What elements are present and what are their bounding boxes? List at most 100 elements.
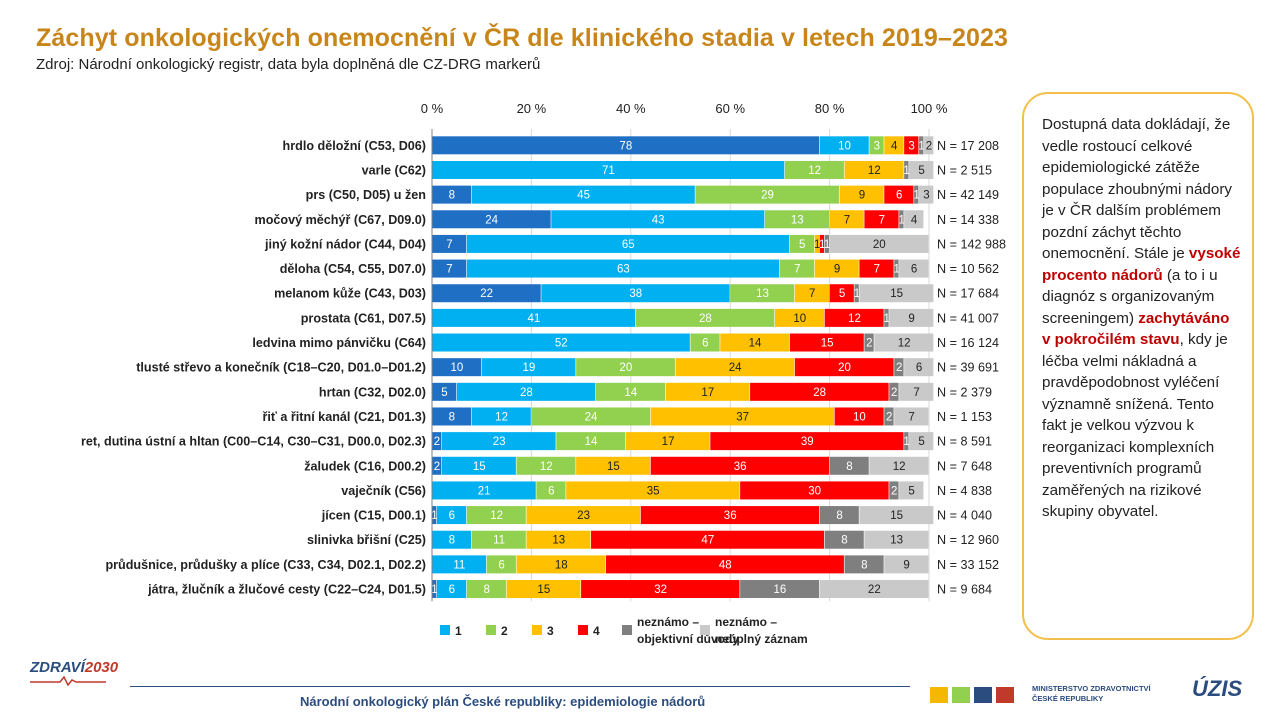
- bar-segment: [904, 136, 919, 155]
- info-box: Dostupná data dokládají, že vedle rostou…: [1022, 92, 1254, 640]
- bar-segment: [824, 234, 829, 253]
- bar-segment: [899, 382, 934, 401]
- bar-segment: [839, 185, 884, 204]
- bar-segment: [471, 407, 531, 426]
- data-label: 1: [898, 214, 904, 226]
- data-label: 1: [814, 239, 820, 251]
- bar-segment: [556, 432, 626, 451]
- bar-segment: [432, 407, 472, 426]
- data-label: 14: [624, 387, 637, 399]
- bar-segment: [516, 555, 606, 574]
- data-label: 4: [911, 214, 918, 226]
- data-label: 7: [908, 411, 914, 423]
- data-label: 10: [853, 411, 866, 423]
- bar-segment: [750, 382, 889, 401]
- data-label: 6: [916, 362, 922, 374]
- data-label: 6: [498, 559, 504, 571]
- data-label: 5: [839, 288, 845, 300]
- bar-segment: [596, 382, 665, 401]
- bar-segment: [432, 382, 457, 401]
- data-label: 41: [527, 313, 540, 325]
- bar-segment: [432, 580, 437, 599]
- data-label: 9: [908, 313, 914, 325]
- ministry-line-1: MINISTERSTVO ZDRAVOTNICTVÍ: [1032, 684, 1151, 693]
- bar-segment: [864, 210, 899, 229]
- category-label: řiť a řitní kanál (C21, D01.3): [262, 410, 426, 424]
- bar-segment: [904, 210, 924, 229]
- data-label: 28: [813, 387, 826, 399]
- bar-segment: [541, 284, 730, 303]
- bar-segment: [824, 308, 884, 327]
- bar-segment: [829, 284, 854, 303]
- bar-segment: [859, 506, 934, 525]
- bar-segment: [640, 506, 820, 525]
- data-label: 9: [834, 264, 840, 276]
- category-label: prs (C50, D05) u žen: [306, 188, 426, 202]
- bar-segment: [764, 210, 829, 229]
- data-label: 7: [446, 239, 452, 251]
- bar-segment: [432, 284, 541, 303]
- bar-segment: [884, 308, 889, 327]
- data-label: 1: [903, 436, 909, 448]
- bar-segment: [864, 530, 929, 549]
- data-label: 2: [434, 436, 440, 448]
- bar-segment: [869, 456, 929, 475]
- data-label: 1: [431, 510, 437, 522]
- bar-segment: [456, 382, 596, 401]
- bar-segment: [859, 259, 894, 278]
- data-label: 1: [431, 584, 437, 596]
- data-label: 2: [434, 461, 440, 473]
- data-label: 12: [490, 510, 503, 522]
- bar-segment: [899, 481, 924, 500]
- data-label: 17: [662, 436, 675, 448]
- bar-segment: [924, 136, 934, 155]
- bar-segment: [889, 308, 934, 327]
- bar-segment: [894, 407, 929, 426]
- heartbeat-icon: [30, 676, 106, 686]
- category-label: prostata (C61, D07.5): [301, 311, 426, 325]
- bar-segment: [779, 259, 815, 278]
- data-label: 30: [808, 485, 821, 497]
- data-label: 20: [873, 239, 886, 251]
- n-label: N = 9 684: [937, 583, 992, 597]
- bar-segment: [884, 407, 894, 426]
- data-label: 2: [926, 140, 932, 152]
- data-label: 5: [441, 387, 447, 399]
- category-label: hrtan (C32, D02.0): [319, 385, 426, 399]
- x-tick-label: 40 %: [616, 101, 646, 116]
- legend-label: neúplný záznam: [715, 632, 808, 646]
- data-label: 16: [774, 584, 787, 596]
- bar-segment: [884, 555, 929, 574]
- bar-segment: [854, 284, 859, 303]
- bar-segment: [432, 160, 785, 179]
- bar-segment: [506, 580, 581, 599]
- data-label: 19: [523, 362, 536, 374]
- n-label: N = 41 007: [937, 311, 999, 325]
- data-label: 8: [861, 559, 867, 571]
- category-label: varle (C62): [362, 163, 426, 177]
- data-label: 20: [838, 362, 851, 374]
- category-label: jícen (C15, D00.1): [321, 509, 426, 523]
- bar-segment: [576, 358, 675, 377]
- bar-segment: [605, 555, 844, 574]
- bar-segment: [884, 185, 914, 204]
- data-label: 8: [841, 535, 847, 547]
- data-label: 8: [449, 411, 455, 423]
- ministry-logo: MINISTERSTVO ZDRAVOTNICTVÍ ČESKÉ REPUBLI…: [1032, 684, 1151, 704]
- data-label: 15: [890, 288, 903, 300]
- data-label: 12: [848, 313, 861, 325]
- bar-segment: [904, 432, 909, 451]
- data-label: 8: [846, 461, 852, 473]
- partner-logos-icon: [930, 687, 1014, 703]
- data-label: 28: [699, 313, 712, 325]
- bar-segment: [819, 136, 869, 155]
- category-label: vaječník (C56): [341, 484, 426, 498]
- bar-segment: [919, 136, 924, 155]
- data-label: 5: [908, 485, 914, 497]
- n-label: N = 10 562: [937, 262, 999, 276]
- data-label: 1: [893, 264, 899, 276]
- n-label: N = 17 684: [937, 287, 999, 301]
- data-label: 15: [607, 461, 620, 473]
- data-label: 1: [884, 313, 890, 325]
- footer-divider: [130, 686, 910, 687]
